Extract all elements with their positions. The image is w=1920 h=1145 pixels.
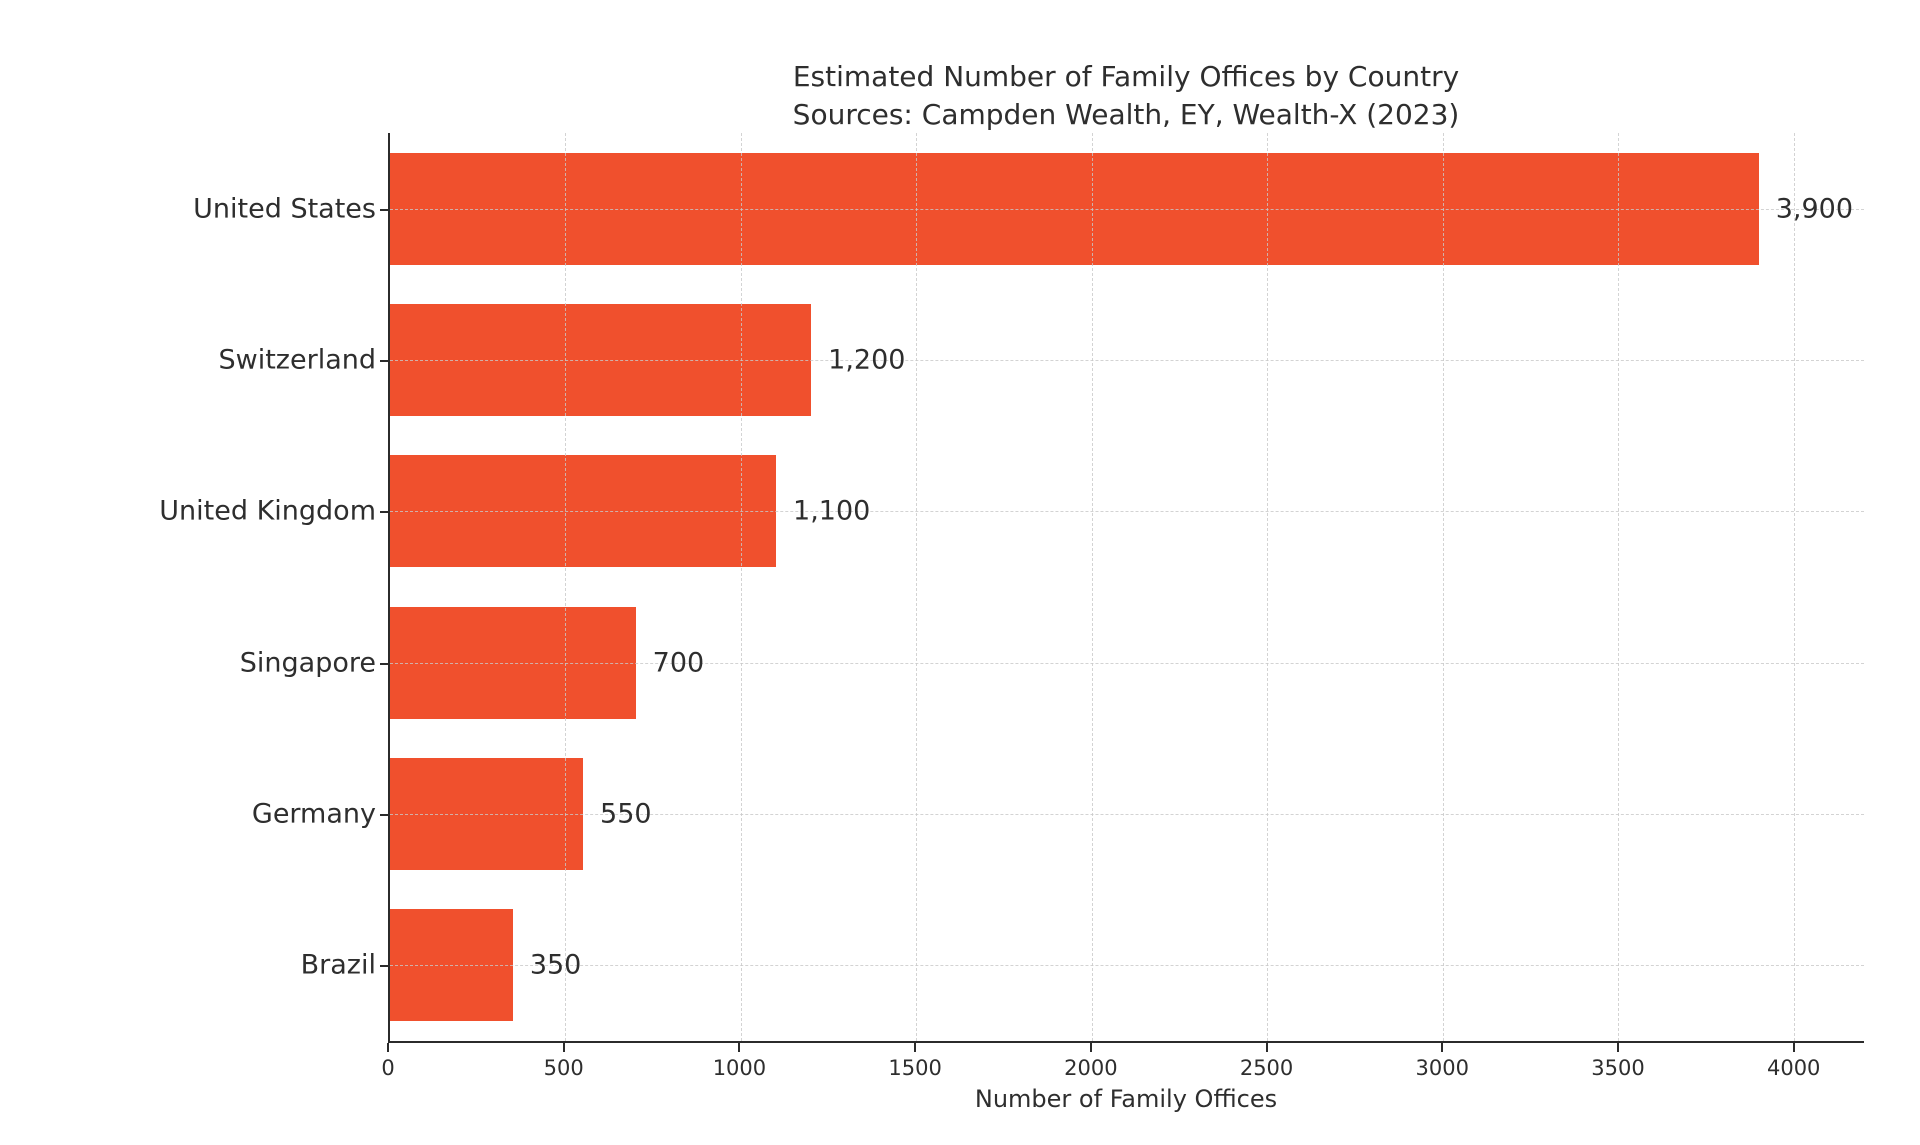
chart-title: Estimated Number of Family Offices by Co… (792, 60, 1460, 93)
bar-row-united-kingdom: United Kingdom 1,100 (159, 436, 1864, 587)
x-tick-label: 500 (543, 1056, 584, 1080)
y-tick-mark (380, 965, 389, 968)
x-tick-label: 3500 (1591, 1056, 1645, 1080)
x-tick-label: 4000 (1766, 1056, 1821, 1080)
y-tick-mark (380, 662, 389, 665)
value-label: 3,900 (1775, 193, 1853, 225)
x-tick-label: 3000 (1415, 1056, 1470, 1080)
category-label: Germany (251, 798, 376, 830)
bar-united-states (390, 152, 1759, 265)
y-tick-mark (380, 511, 389, 514)
category-label: United States (193, 193, 376, 225)
value-label: 1,100 (793, 495, 871, 527)
x-axis-ticks: 0 500 1000 1500 2000 2500 3000 3500 4000 (381, 1043, 1864, 1093)
bar-switzerland (390, 303, 812, 416)
x-tick-label: 2500 (1239, 1056, 1294, 1080)
bar-united-kingdom (390, 455, 777, 568)
value-label: 550 (600, 798, 652, 830)
bar-row-brazil: Brazil 350 (301, 890, 1864, 1041)
x-tick-label: 2000 (1064, 1056, 1118, 1080)
x-tick-label: 1000 (712, 1056, 767, 1080)
value-label: 700 (652, 647, 705, 679)
bar-row-singapore: Singapore 700 (240, 587, 1864, 738)
bar-row-united-states: United States 3,900 (193, 133, 1864, 284)
x-tick-label: 0 (381, 1056, 395, 1080)
x-tick-label: 1500 (888, 1056, 942, 1080)
x-axis-label: Number of Family Offices (974, 1085, 1278, 1113)
y-tick-mark (380, 813, 389, 816)
category-label: Switzerland (218, 344, 377, 376)
bar-rows: United States 3,900 Switzerland 1,200 Un… (159, 133, 1864, 1041)
chart-subtitle: Sources: Campden Wealth, EY, Wealth-X (2… (792, 98, 1460, 131)
bar-row-switzerland: Switzerland 1,200 (219, 284, 1864, 435)
bar-row-germany: Germany 550 (252, 738, 1864, 889)
bar-singapore (390, 606, 636, 719)
y-tick-mark (380, 359, 389, 362)
bar-brazil (390, 909, 513, 1022)
plot-area: United States 3,900 Switzerland 1,200 Un… (159, 133, 1864, 1043)
category-label: Singapore (239, 647, 376, 679)
category-label: Brazil (300, 949, 376, 981)
value-label: 350 (529, 949, 582, 981)
chart-title-block: Estimated Number of Family Offices by Co… (388, 58, 1864, 134)
category-label: United Kingdom (159, 495, 376, 527)
bar-germany (390, 757, 584, 870)
value-label: 1,200 (828, 344, 906, 376)
y-tick-mark (380, 208, 389, 211)
horizontal-gridline (390, 965, 1864, 967)
